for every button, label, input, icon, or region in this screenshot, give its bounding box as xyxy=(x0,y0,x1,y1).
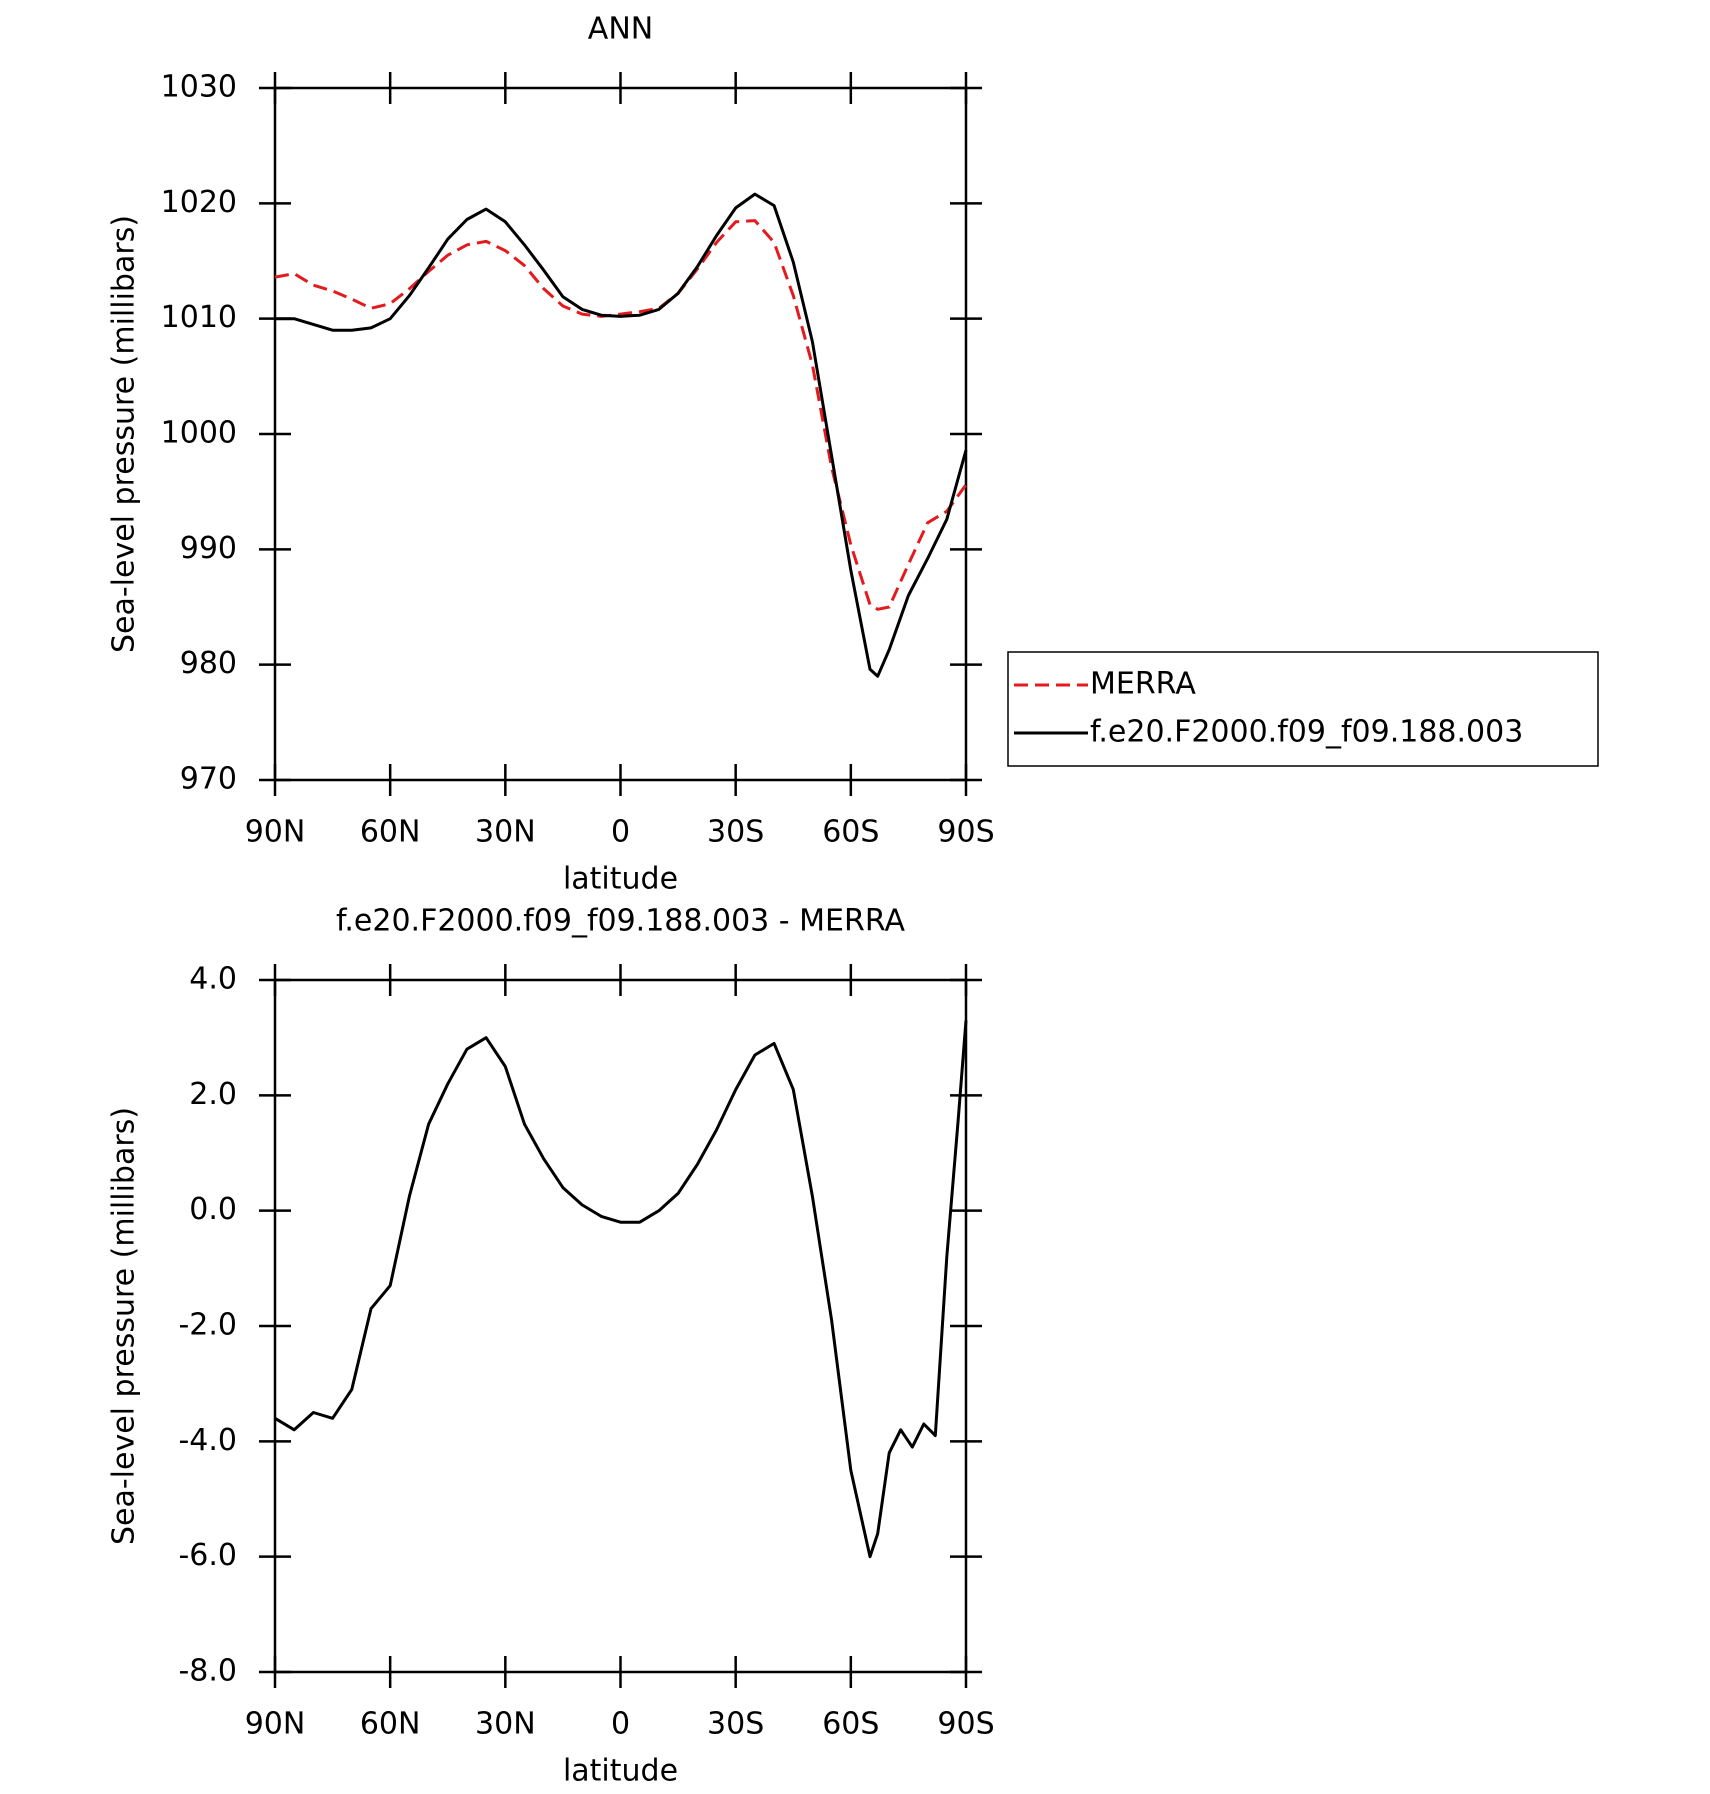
x-axis-label: latitude xyxy=(563,862,678,897)
legend-label: MERRA xyxy=(1090,667,1196,702)
y-axis-label: Sea-level pressure (millibars) xyxy=(107,215,142,653)
y-tick-label: -2.0 xyxy=(178,1308,237,1343)
plot-frame xyxy=(273,86,968,782)
x-tick-label: 60N xyxy=(360,1707,421,1742)
x-tick-label: 30N xyxy=(475,815,536,850)
y-tick-label: -4.0 xyxy=(178,1423,237,1458)
x-tick-label: 60S xyxy=(822,815,879,850)
y-tick-label: 2.0 xyxy=(189,1077,237,1112)
legend-box xyxy=(1007,651,1599,767)
y-tick-label: -6.0 xyxy=(178,1538,237,1573)
x-tick-label: 60N xyxy=(360,815,421,850)
x-tick-label: 90N xyxy=(245,1707,306,1742)
x-tick-label: 90S xyxy=(937,1707,994,1742)
y-tick-label: 1010 xyxy=(161,300,237,335)
x-tick-label: 0 xyxy=(611,1707,630,1742)
y-tick-label: 1020 xyxy=(161,185,237,220)
series-line xyxy=(274,1020,968,1559)
chart-title: ANN xyxy=(588,12,653,47)
y-tick-label: 990 xyxy=(180,531,237,566)
x-tick-label: 0 xyxy=(611,815,630,850)
y-tick-label: 0.0 xyxy=(189,1192,237,1227)
chart-title: f.e20.F2000.f09_f09.188.003 - MERRA xyxy=(336,904,905,939)
series-line xyxy=(275,192,968,678)
series-line xyxy=(274,219,968,611)
x-tick-label: 90N xyxy=(245,815,306,850)
legend-label: f.e20.F2000.f09_f09.188.003 xyxy=(1090,715,1523,750)
x-tick-label: 90S xyxy=(937,815,994,850)
y-tick-label: 970 xyxy=(180,762,237,797)
x-tick-label: 30S xyxy=(707,815,764,850)
x-tick-label: 30S xyxy=(707,1707,764,1742)
y-tick-label: 980 xyxy=(180,646,237,681)
x-axis-label: latitude xyxy=(563,1754,678,1789)
y-tick-label: 4.0 xyxy=(189,962,237,997)
x-tick-label: 30N xyxy=(475,1707,536,1742)
y-axis-label: Sea-level pressure (millibars) xyxy=(107,1107,142,1545)
y-tick-label: 1030 xyxy=(161,70,237,105)
y-tick-label: 1000 xyxy=(161,416,237,451)
y-tick-label: -8.0 xyxy=(178,1654,237,1689)
plot-frame xyxy=(273,978,968,1674)
x-tick-label: 60S xyxy=(822,1707,879,1742)
